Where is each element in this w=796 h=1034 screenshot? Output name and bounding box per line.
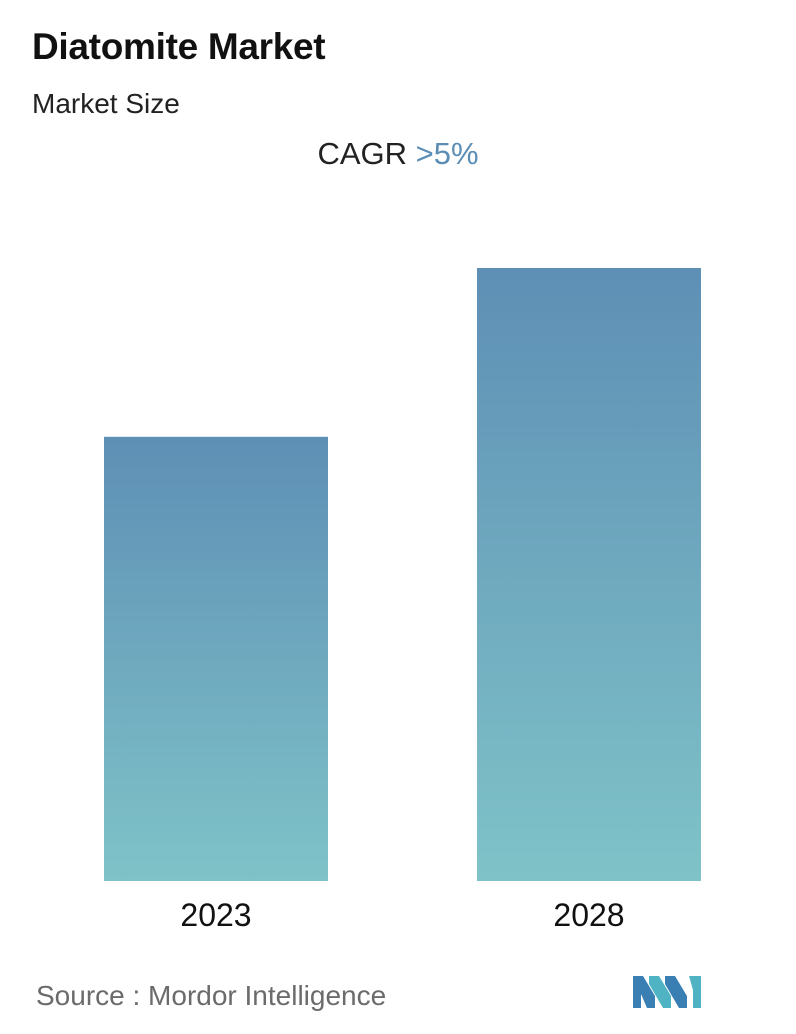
mordor-intelligence-logo-icon <box>633 976 701 1008</box>
chart-title: Diatomite Market <box>32 26 326 67</box>
bar-2023 <box>104 436 328 881</box>
x-tick-label-2023: 2023 <box>180 897 251 933</box>
cagr-label: CAGR <box>317 136 408 171</box>
source-attribution: Source : Mordor Intelligence <box>36 980 387 1011</box>
x-tick-label-2028: 2028 <box>553 897 624 933</box>
chart-subtitle: Market Size <box>32 88 180 119</box>
bar-2028 <box>477 268 701 881</box>
cagr-value: >5% <box>415 136 479 171</box>
cagr-indicator: CAGR >5% <box>0 136 796 172</box>
